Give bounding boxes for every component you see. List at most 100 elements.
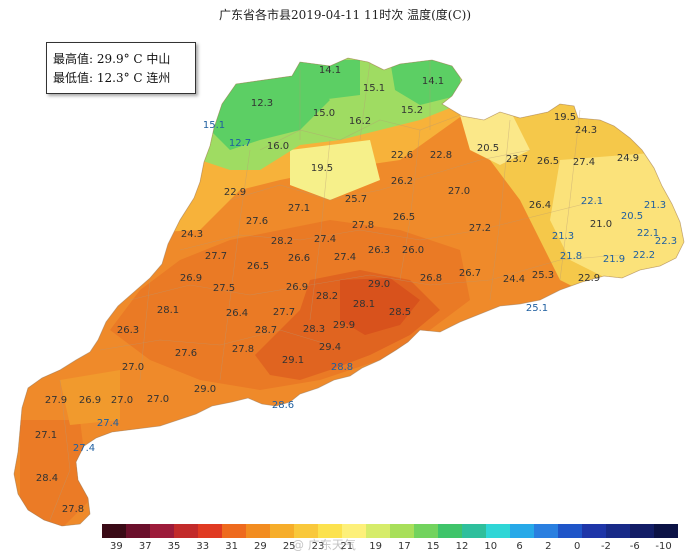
station-temperature-label: 26.8 <box>420 273 442 284</box>
station-temperature-label: 22.1 <box>637 228 659 239</box>
color-scale-ticks: 39 37 35 33 31 29 25 23 21 19 17 15 12 10 6 2 0 -2 -6 -10 <box>102 541 678 555</box>
station-temperature-label: 27.6 <box>246 216 268 227</box>
station-temperature-label: 14.1 <box>319 65 341 76</box>
station-temperature-label: 26.3 <box>368 245 390 256</box>
station-temperature-label: 29.9 <box>333 320 355 331</box>
max-row: 最高值: 29.9° C 中山 <box>53 50 170 67</box>
station-temperature-label: 28.7 <box>255 325 277 336</box>
station-temperature-label: 15.2 <box>401 105 423 116</box>
color-scale-tick-label: 29 <box>254 541 267 552</box>
color-scale-tick-label: 25 <box>282 541 296 552</box>
station-temperature-label: 28.6 <box>272 400 294 411</box>
station-temperature-label: 27.9 <box>45 395 67 406</box>
color-scale-tick-label: 6 <box>516 541 523 552</box>
station-temperature-label: 26.5 <box>537 156 559 167</box>
station-temperature-label: 27.1 <box>288 203 310 214</box>
color-scale-tick-label: 35 <box>167 541 181 552</box>
extremes-box: 最高值: 29.9° C 中山 最低值: 12.3° C 连州 <box>46 42 196 94</box>
station-temperature-label: 19.5 <box>311 163 333 174</box>
watermark: @ 广东天气 <box>292 538 356 552</box>
max-value: 29.9° C <box>96 52 143 66</box>
station-temperature-label: 27.4 <box>314 234 336 245</box>
station-temperature-label: 19.5 <box>554 112 576 123</box>
station-temperature-label: 12.7 <box>229 138 251 149</box>
station-temperature-label: 27.0 <box>111 395 133 406</box>
station-temperature-label: 26.4 <box>226 308 248 319</box>
station-temperature-label: 29.0 <box>368 279 390 290</box>
station-temperature-label: 24.9 <box>617 153 639 164</box>
station-temperature-label: 28.2 <box>271 236 293 247</box>
color-scale-swatch <box>342 524 366 538</box>
station-temperature-label: 24.3 <box>575 125 597 136</box>
color-scale-swatch <box>318 524 342 538</box>
color-scale-swatch <box>486 524 510 538</box>
station-temperature-label: 15.1 <box>203 120 225 131</box>
color-scale-swatch <box>438 524 462 538</box>
map-title: 广东省各市县2019-04-11 11时次 温度(度(C)) <box>219 8 471 22</box>
station-temperature-label: 27.4 <box>97 418 119 429</box>
min-row: 最低值: 12.3° C 连州 <box>53 69 170 86</box>
color-scale-swatch <box>414 524 438 538</box>
color-scale-tick-label: 12 <box>455 541 469 552</box>
station-temperature-label: 27.4 <box>334 252 356 263</box>
station-temperature-label: 26.9 <box>79 395 101 406</box>
station-temperature-label: 28.1 <box>353 299 375 310</box>
color-scale-swatch <box>390 524 414 538</box>
station-temperature-label: 22.9 <box>578 273 600 284</box>
station-temperature-label: 25.1 <box>526 303 548 314</box>
color-scale-tick-label: 39 <box>110 541 123 552</box>
station-temperature-label: 27.8 <box>232 344 254 355</box>
station-temperature-label: 26.6 <box>288 253 310 264</box>
station-temperature-label: 21.3 <box>552 231 574 242</box>
station-temperature-label: 28.2 <box>316 291 338 302</box>
color-scale-swatch <box>510 524 534 538</box>
station-temperature-label: 27.4 <box>73 443 95 454</box>
color-scale-tick-label: 37 <box>138 541 152 552</box>
station-temperature-label: 24.4 <box>503 274 525 285</box>
station-temperature-label: 26.2 <box>391 176 413 187</box>
station-temperature-label: 27.0 <box>448 186 470 197</box>
station-temperature-label: 16.0 <box>267 141 289 152</box>
station-temperature-label: 26.0 <box>402 245 424 256</box>
color-scale-tick-label: 23 <box>311 541 325 552</box>
color-scale-swatch <box>126 524 150 538</box>
station-temperature-label: 22.9 <box>224 187 246 198</box>
station-temperature-label: 26.5 <box>393 212 415 223</box>
station-temperature-label: 12.3 <box>251 98 273 109</box>
station-temperature-label: 28.8 <box>331 362 353 373</box>
station-temperature-label: 29.0 <box>194 384 216 395</box>
station-temperature-label: 22.1 <box>581 196 603 207</box>
station-temperature-label: 27.8 <box>352 220 374 231</box>
color-scale-swatch <box>558 524 582 538</box>
color-scale-swatch <box>654 524 678 538</box>
station-temperature-label: 28.3 <box>303 324 325 335</box>
station-temperature-label: 14.1 <box>422 76 444 87</box>
station-temperature-label: 26.4 <box>529 200 551 211</box>
max-label: 最高值: <box>53 52 94 66</box>
province-outline <box>13 57 685 527</box>
color-scale-tick-label: 17 <box>398 541 411 552</box>
color-scale-bar <box>102 524 678 538</box>
color-scale-swatch <box>630 524 654 538</box>
station-temperature-label: 26.7 <box>459 268 481 279</box>
station-temperature-label: 22.6 <box>391 150 413 161</box>
station-temperature-label: 28.5 <box>389 307 411 318</box>
color-scale-swatch <box>606 524 630 538</box>
color-scale-swatch <box>270 524 294 538</box>
color-scale-tick-label: -2 <box>600 541 611 552</box>
station-temperature-label: 25.7 <box>345 194 367 205</box>
station-temperature-label: 27.6 <box>175 348 197 359</box>
station-temperature-label: 21.0 <box>590 219 612 230</box>
station-temperature-label: 27.8 <box>62 504 84 515</box>
color-scale-tick-label: -10 <box>655 541 672 552</box>
station-temperature-label: 21.3 <box>644 200 666 211</box>
station-temperature-label: 26.9 <box>180 273 202 284</box>
station-temperature-label: 15.1 <box>363 83 385 94</box>
station-temperature-label: 27.0 <box>147 394 169 405</box>
color-scale-tick-label: 21 <box>340 541 354 552</box>
station-temperature-label: 21.8 <box>560 251 582 262</box>
color-scale-tick-label: 31 <box>225 541 238 552</box>
station-temperature-label: 23.7 <box>506 154 528 165</box>
color-scale-swatch <box>246 524 270 538</box>
station-temperature-label: 26.9 <box>286 282 308 293</box>
